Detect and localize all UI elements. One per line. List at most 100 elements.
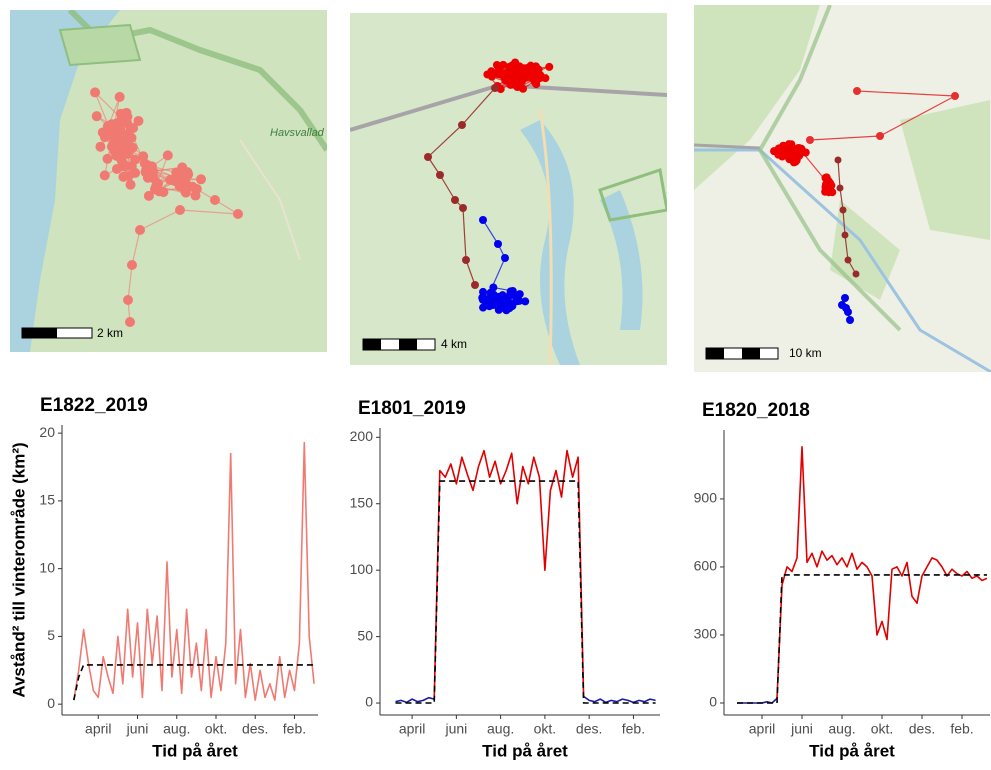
x-tick-label: feb. — [283, 721, 306, 737]
y-tick-label: 0 — [365, 694, 373, 710]
x-tick-label: des. — [242, 721, 268, 737]
gps-point — [123, 295, 133, 305]
y-tick-label: 0 — [709, 694, 717, 710]
gps-point — [853, 271, 860, 278]
map-1: Havsvallad 2 km — [10, 10, 327, 352]
gps-point — [519, 85, 527, 93]
gps-point — [499, 61, 507, 69]
gps-point — [795, 144, 803, 152]
chart-title: E1822_2019 — [40, 395, 148, 416]
gps-point — [521, 297, 529, 305]
y-axis-label: Avstånd² till vinterområde (km²) — [9, 442, 28, 697]
x-tick-label: april — [85, 721, 111, 737]
y-tick-label: 15 — [39, 492, 55, 508]
gps-point — [124, 171, 134, 181]
page: Avstand til vinteromrade {"maps": [{"sca… — [0, 0, 991, 765]
y-tick-label: 20 — [39, 424, 55, 440]
scale-bar — [22, 328, 57, 338]
gps-point — [484, 295, 492, 303]
x-tick-label: juni — [444, 721, 467, 737]
gps-point — [135, 225, 145, 235]
gps-point — [778, 148, 786, 156]
gps-point — [842, 304, 850, 312]
place-name: Havsvallad — [270, 127, 325, 139]
x-tick-label: aug. — [828, 721, 855, 737]
gps-point — [791, 158, 799, 166]
gps-point — [835, 157, 842, 164]
y-tick-label: 150 — [350, 494, 374, 510]
scale-label: 10 km — [789, 346, 822, 360]
gps-point — [841, 294, 849, 302]
gps-point — [506, 81, 514, 89]
gps-point — [802, 148, 810, 156]
gps-point — [845, 257, 852, 264]
gps-point — [493, 70, 501, 78]
body: Havsvallad 2 km 4 km 10 km Avstånd² till… — [0, 0, 991, 765]
y-tick-label: 0 — [47, 695, 55, 711]
gps-point — [163, 150, 173, 160]
gps-point — [490, 295, 498, 303]
gps-point — [144, 191, 154, 201]
y-tick-label: 100 — [350, 561, 374, 577]
x-axis-label: Tid på året — [809, 741, 895, 760]
gps-point — [505, 73, 513, 81]
gps-point — [95, 142, 105, 152]
gps-point — [451, 196, 459, 204]
gps-point — [147, 166, 157, 176]
data-line — [434, 451, 583, 699]
scale-label: 2 km — [97, 326, 123, 340]
x-tick-label: okt. — [205, 721, 228, 737]
gps-point — [806, 136, 814, 144]
y-tick-label: 600 — [694, 558, 718, 574]
y-tick-label: 200 — [350, 428, 374, 444]
gps-point — [436, 171, 444, 179]
fitted-line — [396, 481, 656, 703]
gps-point — [532, 80, 540, 88]
gps-point — [126, 180, 136, 190]
map-2: 4 km — [350, 13, 667, 365]
gps-point — [92, 111, 102, 121]
chart-title: E1801_2019 — [358, 398, 466, 419]
gps-point — [524, 69, 532, 77]
x-tick-label: april — [749, 721, 775, 737]
data-line — [74, 443, 314, 700]
gps-point — [507, 287, 515, 295]
gps-point — [100, 132, 110, 142]
scale-bar — [706, 348, 724, 359]
gps-point — [127, 161, 137, 171]
y-tick-label: 5 — [47, 627, 55, 643]
x-tick-label: aug. — [487, 721, 514, 737]
x-tick-label: juni — [790, 721, 813, 737]
scale-bar — [363, 339, 381, 350]
y-tick-label: 50 — [357, 627, 373, 643]
gps-point — [107, 142, 117, 152]
gps-point — [128, 123, 138, 133]
gps-point — [118, 148, 128, 158]
gps-point — [876, 132, 884, 140]
scale-label: 4 km — [441, 337, 467, 351]
gps-point — [837, 185, 844, 192]
gps-point — [483, 70, 491, 78]
gps-point — [499, 296, 507, 304]
gps-point — [491, 84, 499, 92]
gps-point — [121, 108, 131, 118]
gps-point — [115, 92, 125, 102]
gps-point — [181, 188, 191, 198]
map-3: 10 km — [694, 5, 991, 372]
x-tick-label: aug. — [163, 721, 190, 737]
gps-point — [541, 74, 549, 82]
gps-point — [479, 288, 487, 296]
x-tick-label: juni — [126, 721, 149, 737]
gps-point — [516, 290, 524, 298]
chart-title: E1820_2018 — [702, 400, 810, 421]
y-tick-label: 900 — [694, 490, 718, 506]
gps-point — [840, 207, 847, 214]
figure: Havsvallad 2 km 4 km 10 km Avstånd² till… — [0, 0, 991, 765]
gps-point — [424, 153, 432, 161]
gps-point — [853, 87, 861, 95]
x-tick-label: okt. — [534, 721, 557, 737]
x-tick-label: april — [399, 721, 425, 737]
gps-point — [154, 186, 164, 196]
x-tick-label: feb. — [622, 721, 645, 737]
fitted-line — [737, 575, 987, 703]
